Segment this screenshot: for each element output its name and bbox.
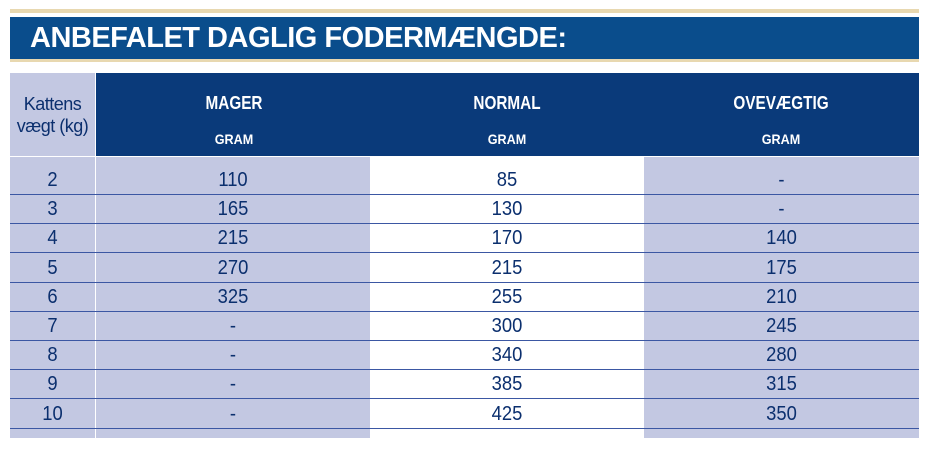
column-header-ovevaegtig: OVEVÆGTIG bbox=[733, 93, 829, 113]
cell-mager: - bbox=[229, 344, 237, 367]
cell-ovevaegtig: - bbox=[778, 169, 785, 191]
cell-normal: 385 bbox=[491, 373, 523, 396]
cell-weight: 7 bbox=[47, 315, 58, 337]
cell-weight: 3 bbox=[47, 198, 58, 221]
cell-ovevaegtig: 210 bbox=[766, 285, 797, 308]
cell-weight: 10 bbox=[42, 402, 63, 425]
row-divider bbox=[10, 281, 919, 283]
column-unit-mager: GRAM bbox=[214, 131, 254, 147]
cell-mager: 270 bbox=[217, 256, 249, 279]
cell-ovevaegtig: - bbox=[778, 198, 785, 221]
cell-weight: 2 bbox=[47, 169, 58, 191]
cell-normal: 255 bbox=[491, 285, 523, 308]
cell-normal: 425 bbox=[491, 402, 523, 425]
title-underline bbox=[10, 59, 919, 62]
title-bar: ANBEFALET DAGLIG FODERMÆNGDE: bbox=[10, 17, 919, 59]
cell-mager: 215 bbox=[217, 227, 249, 250]
cell-mager: - bbox=[229, 402, 237, 425]
cell-ovevaegtig: 140 bbox=[766, 227, 797, 250]
column-unit-normal: GRAM bbox=[487, 131, 527, 147]
column-header-mager: MAGER bbox=[205, 93, 263, 113]
cell-mager: 325 bbox=[217, 285, 249, 308]
cell-normal: 130 bbox=[491, 198, 523, 221]
row-divider bbox=[10, 340, 919, 341]
cell-ovevaegtig: 245 bbox=[766, 315, 797, 337]
cell-ovevaegtig: 175 bbox=[766, 256, 797, 279]
row-divider bbox=[10, 427, 919, 429]
cell-normal: 300 bbox=[491, 315, 523, 337]
ovevaegtig-column-shading bbox=[644, 157, 919, 438]
row-divider bbox=[10, 194, 919, 195]
weight-header-line-1: Kattens bbox=[23, 93, 82, 114]
cell-normal: 170 bbox=[491, 227, 523, 250]
column-unit-ovevaegtig: GRAM bbox=[761, 131, 801, 147]
cell-weight: 5 bbox=[47, 256, 58, 279]
cell-normal: 215 bbox=[491, 256, 523, 279]
cell-weight: 9 bbox=[47, 373, 58, 396]
cell-ovevaegtig: 280 bbox=[766, 344, 797, 367]
cell-mager: 110 bbox=[218, 169, 248, 191]
table-header: MAGER GRAM NORMAL GRAM OVEVÆGTIG GRAM bbox=[96, 73, 919, 156]
cell-weight: 8 bbox=[47, 344, 58, 367]
row-divider bbox=[10, 310, 919, 312]
weight-column-header: Kattens vægt (kg) bbox=[10, 73, 95, 156]
weight-header-line-2: vægt (kg) bbox=[16, 115, 89, 136]
top-rule bbox=[10, 9, 919, 13]
row-divider bbox=[10, 398, 919, 400]
row-divider bbox=[10, 252, 919, 254]
cell-normal: 340 bbox=[491, 344, 523, 367]
weight-column-shading bbox=[10, 157, 95, 438]
page-title: ANBEFALET DAGLIG FODERMÆNGDE: bbox=[30, 22, 567, 54]
cell-weight: 6 bbox=[47, 285, 58, 308]
row-divider bbox=[10, 369, 919, 371]
cell-mager: - bbox=[229, 373, 237, 396]
cell-mager: 165 bbox=[217, 198, 249, 221]
cell-normal: 85 bbox=[496, 169, 518, 191]
mager-column-shading bbox=[96, 157, 370, 438]
cell-ovevaegtig: 315 bbox=[766, 373, 797, 396]
row-divider bbox=[10, 223, 919, 225]
column-header-normal: NORMAL bbox=[473, 93, 541, 113]
cell-mager: - bbox=[229, 315, 237, 337]
cell-weight: 4 bbox=[47, 227, 58, 250]
cell-ovevaegtig: 350 bbox=[766, 402, 797, 425]
